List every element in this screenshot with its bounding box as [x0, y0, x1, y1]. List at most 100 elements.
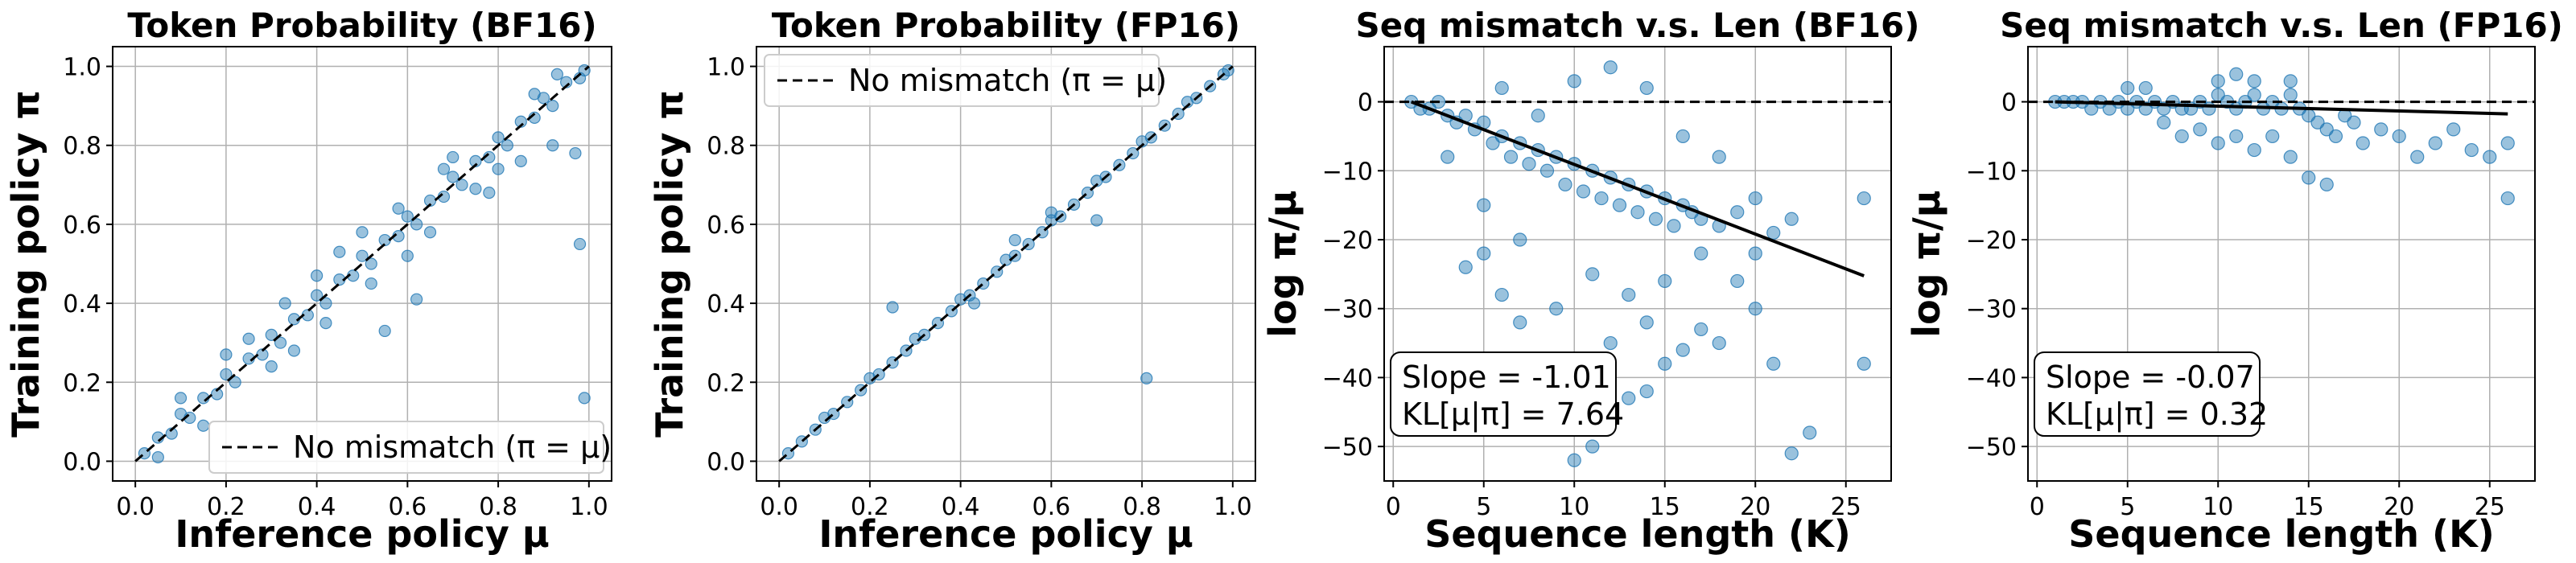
y-tick-label: −50 [1966, 434, 2017, 462]
annotation-frame [2034, 351, 2261, 437]
data-point [2328, 129, 2343, 144]
x-tick-label: 0.6 [1032, 493, 1071, 521]
data-point [1494, 80, 1509, 96]
data-point [1784, 446, 1799, 461]
x-tick-label: 20 [1740, 493, 1770, 521]
data-point [550, 68, 563, 80]
data-point [220, 348, 233, 361]
legend-label: No mismatch (π = μ) [293, 429, 612, 465]
data-point [2229, 129, 2244, 144]
x-tick-label: 0.2 [207, 493, 245, 521]
data-point [401, 210, 414, 223]
legend-box [764, 54, 1160, 107]
x-tick-label: 20 [2384, 493, 2414, 521]
data-point [265, 328, 278, 341]
annotation-kl: KL[μ|π] = 0.32 [2046, 397, 2268, 433]
data-point [1576, 184, 1591, 199]
data-point [197, 419, 210, 432]
x-tick-label: 1.0 [570, 493, 608, 521]
y-axis-label: Training policy π [4, 90, 47, 438]
data-point [2211, 136, 2225, 150]
data-point [1694, 322, 1708, 337]
annotation-kl: KL[μ|π] = 7.64 [1402, 397, 1624, 433]
data-point [501, 139, 513, 152]
data-point [967, 297, 981, 310]
y-tick-label: 0.4 [707, 290, 745, 318]
data-point [2229, 67, 2244, 81]
data-point [1730, 205, 1745, 220]
chart-panel-2: 0.0 0.2 0.4 0.6 0.8 1.0 0.0 0.2 0.4 0.6 0.8 1.0 Toke… [648, 6, 1256, 556]
data-point [356, 249, 369, 262]
data-point [546, 100, 559, 113]
data-point [1549, 302, 1564, 316]
data-point [1639, 315, 1654, 330]
data-point [1857, 356, 1871, 371]
x-tick-label: 0.2 [851, 493, 889, 521]
data-point [1513, 315, 1527, 330]
data-point [578, 392, 591, 405]
data-point [2211, 74, 2225, 88]
data-point [1477, 246, 1491, 261]
data-point [447, 171, 460, 183]
axes-frame [2027, 46, 2536, 482]
data-point [2347, 115, 2361, 129]
y-tick-label: 0.4 [63, 290, 101, 318]
y-axis-label: Training policy π [648, 90, 691, 438]
data-point [356, 226, 369, 239]
legend-label: No mismatch (π = μ) [848, 63, 1167, 98]
data-point [1712, 335, 1726, 351]
x-axis-label: Sequence length (K) [2068, 512, 2495, 556]
x-tick-label: 5 [2120, 493, 2135, 521]
x-tick-label: 1.0 [1214, 493, 1252, 521]
data-point [333, 245, 346, 258]
y-tick-label: −10 [1966, 158, 2017, 186]
data-point [1675, 343, 1690, 357]
data-point [2302, 171, 2316, 185]
data-point [437, 162, 451, 175]
y-axis-label: log π/μ [1905, 190, 1948, 337]
data-point [492, 131, 505, 144]
chart-title: Token Probability (BF16) [127, 6, 596, 45]
data-point [410, 218, 423, 231]
y-tick-label: 0.0 [63, 448, 101, 476]
data-point [483, 187, 496, 199]
data-point [1513, 232, 1527, 247]
data-point [165, 427, 178, 440]
data-point [2483, 150, 2497, 164]
data-point [573, 237, 587, 251]
data-point [365, 277, 377, 290]
y-tick-label: −30 [1322, 296, 1373, 324]
data-point [319, 297, 332, 310]
data-point [2500, 136, 2515, 150]
data-point [1045, 206, 1057, 219]
data-point [1658, 273, 1672, 289]
annotation-frame [1390, 351, 1617, 437]
data-point [2157, 115, 2171, 129]
data-point [469, 183, 482, 195]
y-tick-label: −20 [1966, 227, 2017, 255]
data-point [401, 249, 414, 262]
axes-frame [1383, 46, 1892, 482]
annotation-slope: Slope = -1.01 [1402, 360, 1611, 395]
legend-box [208, 421, 604, 474]
data-point [1440, 150, 1455, 164]
data-point [455, 179, 468, 191]
data-point [1531, 109, 1545, 123]
reference-line [778, 65, 1234, 462]
data-point [1630, 205, 1645, 220]
data-point [2283, 74, 2298, 88]
data-point [1567, 74, 1581, 88]
data-point [1522, 157, 1536, 171]
y-tick-label: 0.0 [707, 448, 745, 476]
x-tick-label: 0 [1386, 493, 1401, 521]
data-point [423, 226, 437, 239]
data-point [2247, 88, 2261, 102]
legend: No mismatch (π = μ) [764, 54, 1167, 107]
data-point [886, 301, 899, 314]
data-point [514, 154, 527, 167]
fit-line [1411, 100, 1865, 277]
data-point [2374, 122, 2388, 137]
data-point [1675, 129, 1690, 144]
